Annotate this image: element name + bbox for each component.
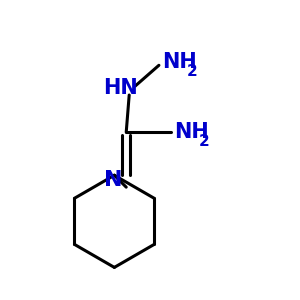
Text: 2: 2 [187, 64, 198, 79]
Text: N: N [103, 170, 122, 190]
Text: NH: NH [174, 122, 208, 142]
Text: NH: NH [162, 52, 196, 72]
Text: HN: HN [103, 78, 138, 98]
Text: 2: 2 [199, 134, 210, 148]
